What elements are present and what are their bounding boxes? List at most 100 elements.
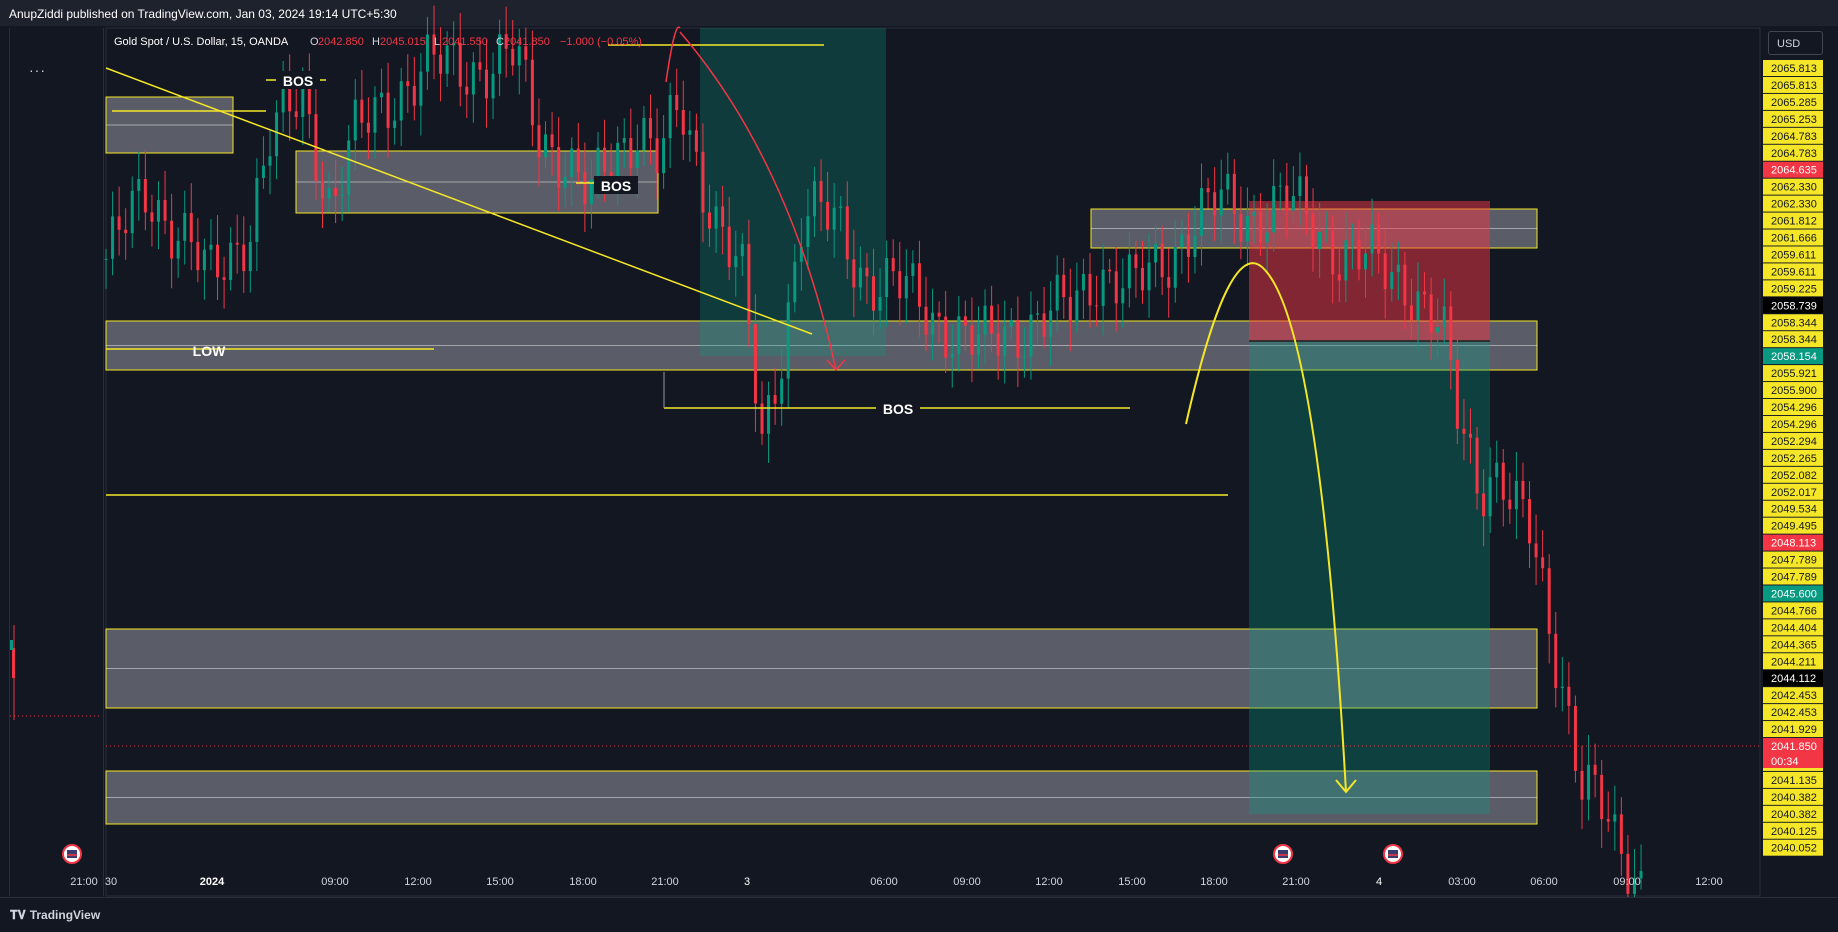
price-label-bg [1763, 771, 1823, 788]
more-dots-icon[interactable]: ··· [29, 62, 46, 78]
candle-body [1252, 212, 1256, 217]
countdown-label: 00:34 [1771, 756, 1799, 768]
price-label-bg [1763, 161, 1823, 178]
candle-body [1016, 319, 1020, 358]
candle-body [589, 179, 593, 205]
price-label: 2055.921 [1771, 368, 1817, 380]
projection-curve [1185, 262, 1347, 793]
arrow-head-icon [826, 359, 846, 372]
candle-body [255, 177, 259, 242]
candle-body [1554, 633, 1558, 688]
candle-body [917, 263, 921, 307]
candle-body [1265, 232, 1269, 243]
countdown-bg [1763, 754, 1823, 768]
candle-body [648, 118, 652, 139]
candle-body [1160, 243, 1164, 278]
x-tick-label: 12:00 [404, 876, 432, 888]
candle-body [1639, 871, 1643, 879]
price-chart[interactable]: BOS BOS LOW BOS Gold Spot / U.S. Dollar, 15… [0, 0, 1838, 897]
candle-body [1632, 878, 1636, 894]
candle-body [1022, 356, 1026, 358]
candle-body [1560, 686, 1564, 688]
left-panel: ··· [9, 28, 104, 896]
price-label-bg [1763, 839, 1823, 856]
candle-body [360, 99, 364, 123]
candle-body [898, 271, 902, 299]
price-label-bg [1763, 788, 1823, 805]
candle-body [10, 640, 13, 650]
candle-body [570, 148, 574, 177]
candle-body [458, 42, 462, 87]
price-label: 2041.135 [1771, 775, 1817, 787]
candle-body [950, 353, 954, 358]
price-label-bg [1763, 314, 1823, 331]
candle-body [1383, 253, 1387, 289]
candle-body [911, 263, 915, 277]
candle-body [1514, 480, 1518, 510]
x-tick-label: 09:00 [953, 876, 981, 888]
x-tick-label: 30 [105, 876, 117, 888]
price-label: 2042.453 [1771, 707, 1817, 719]
candle-body [885, 258, 889, 298]
candle-body [1580, 770, 1584, 800]
flag-field [67, 850, 77, 858]
us-flag-icon [1273, 844, 1293, 864]
candle-body [1436, 327, 1440, 333]
candle-body [740, 243, 744, 257]
candle-body [1488, 477, 1492, 517]
candle-body [1573, 705, 1577, 771]
candle-body [216, 244, 220, 278]
ohlc-value: 2042.850 [318, 36, 364, 48]
price-label: 2064.635 [1771, 165, 1817, 177]
annotation-label: BOS [601, 178, 631, 194]
candle-body [767, 395, 771, 434]
candle-body [557, 147, 561, 188]
candle-body [1259, 212, 1263, 243]
candle-body [872, 276, 876, 311]
candle-body [517, 46, 521, 66]
candle-body [786, 302, 790, 379]
price-label-bg [1763, 76, 1823, 93]
candle-body [189, 213, 193, 243]
candle-body [452, 42, 456, 46]
x-tick-label: 09:00 [1613, 876, 1641, 888]
candle-body [714, 206, 718, 229]
publisher-text: AnupZiddi published on TradingView.com, … [9, 7, 397, 21]
candle-body [1423, 291, 1427, 295]
us-flag-icon [62, 844, 82, 864]
candle-body [1108, 269, 1112, 272]
candle-body [826, 201, 830, 230]
ohlc-key: O [310, 36, 319, 48]
candle-body [1304, 176, 1308, 215]
candle-body [242, 244, 246, 272]
price-label: 2064.783 [1771, 148, 1817, 160]
candle-body [1075, 290, 1079, 322]
price-label-bg [1763, 517, 1823, 534]
candle-body [1613, 814, 1617, 822]
tradingview-logo[interactable]: 𝐓𝐕 TradingView [10, 908, 100, 923]
price-label-bg [1763, 212, 1823, 229]
currency-selector[interactable]: USD [1768, 31, 1823, 55]
candle-body [327, 188, 331, 199]
x-tick-label: 4 [1376, 876, 1382, 888]
candle-body [1337, 274, 1341, 281]
candle-body [1278, 185, 1282, 187]
price-label: 2065.813 [1771, 80, 1817, 92]
x-tick-label: 12:00 [1035, 876, 1063, 888]
price-label: 2052.265 [1771, 453, 1817, 465]
position-target-area [700, 28, 886, 356]
candle-body [937, 312, 941, 317]
price-label-bg [1763, 551, 1823, 568]
candle-body [629, 138, 633, 168]
candle-body [1370, 224, 1374, 254]
price-label-bg [1763, 432, 1823, 449]
candle-body [524, 46, 528, 60]
price-label: 2040.125 [1771, 826, 1817, 838]
candle-body [668, 95, 672, 139]
price-label-bg [1763, 263, 1823, 280]
candle-body [544, 134, 548, 157]
candle-body [563, 176, 567, 188]
candle-body [445, 45, 449, 74]
price-label: 2054.296 [1771, 419, 1817, 431]
candle-body [1495, 462, 1499, 478]
